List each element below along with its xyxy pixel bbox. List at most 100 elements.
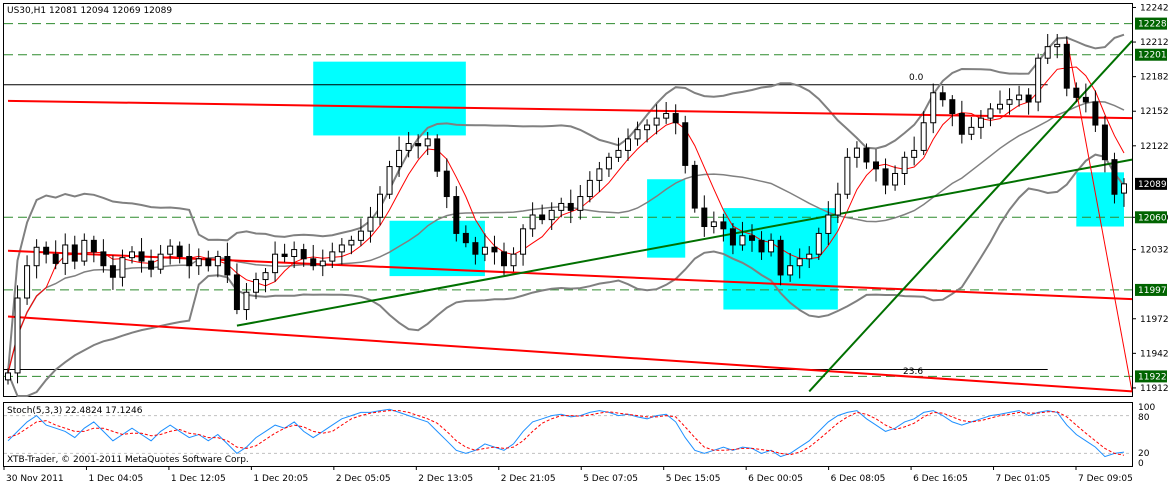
x-tick-label-6: 2 Dec 21:05 bbox=[501, 474, 556, 484]
candle-body-113 bbox=[1082, 96, 1089, 103]
price-tag-bg-2 bbox=[1135, 177, 1167, 190]
candle-body-112 bbox=[1073, 87, 1080, 98]
candle-body-7 bbox=[71, 244, 78, 262]
candle-body-102 bbox=[977, 117, 984, 128]
candle-body-50 bbox=[481, 246, 488, 255]
x-tick-label-11: 6 Dec 16:05 bbox=[913, 474, 968, 484]
bollinger-upper bbox=[7, 33, 1125, 373]
candle-body-23 bbox=[224, 255, 231, 276]
x-tick-label-4: 2 Dec 05:05 bbox=[336, 474, 391, 484]
candle-body-20 bbox=[195, 258, 202, 267]
candle-body-117 bbox=[1121, 183, 1127, 194]
candle-body-27 bbox=[262, 272, 269, 281]
candle-body-100 bbox=[958, 113, 965, 135]
candle-body-35 bbox=[338, 244, 345, 253]
candle-body-25 bbox=[243, 291, 250, 311]
candle-body-91 bbox=[873, 161, 879, 170]
candle-body-6 bbox=[62, 244, 69, 264]
price-tag-1: 12201 bbox=[1138, 51, 1167, 61]
candle-body-85 bbox=[815, 232, 822, 255]
candle-body-74 bbox=[710, 221, 717, 228]
candle-body-101 bbox=[968, 126, 975, 135]
candle-body-11 bbox=[109, 265, 116, 278]
y-tick-label-9: 11912 bbox=[1140, 384, 1169, 394]
symbol-header: US30,H1 12081 12094 12069 12089 bbox=[7, 6, 172, 16]
price-tag-bg-3 bbox=[1135, 211, 1167, 224]
candle-body-42 bbox=[405, 143, 412, 151]
stoch-frame bbox=[3, 402, 1133, 467]
candle-body-49 bbox=[472, 242, 479, 255]
price-tag-2: 12089 bbox=[1138, 180, 1167, 190]
candle-body-47 bbox=[453, 196, 460, 234]
stoch-level-80: 80 bbox=[1138, 413, 1150, 423]
candle-body-59 bbox=[567, 202, 574, 211]
candle-body-17 bbox=[167, 245, 174, 255]
candle-body-66 bbox=[634, 129, 641, 140]
x-tick-label-5: 2 Dec 13:05 bbox=[418, 474, 473, 484]
candle-body-56 bbox=[539, 214, 546, 221]
fib-label-top: 0.0 bbox=[909, 73, 924, 83]
candle-body-38 bbox=[367, 216, 374, 232]
candle-body-84 bbox=[806, 253, 813, 260]
price-tag-bg-1 bbox=[1135, 48, 1167, 61]
chart-frame bbox=[3, 3, 1133, 397]
x-tick-label-2: 1 Dec 12:05 bbox=[171, 474, 226, 484]
candle-body-29 bbox=[281, 253, 288, 257]
candle-body-92 bbox=[882, 168, 889, 186]
candle-body-3 bbox=[33, 246, 40, 267]
y-tick-label-4: 12122 bbox=[1140, 142, 1169, 152]
candle-body-87 bbox=[834, 193, 841, 216]
candle-body-55 bbox=[529, 214, 536, 230]
candle-body-69 bbox=[663, 113, 670, 119]
y-tick-label-7: 11972 bbox=[1140, 315, 1169, 325]
x-tick-label-3: 1 Dec 20:05 bbox=[253, 474, 308, 484]
x-tick-label-7: 5 Dec 07:05 bbox=[583, 474, 638, 484]
x-tick-label-1: 1 Dec 04:05 bbox=[88, 474, 143, 484]
candle-body-115 bbox=[1101, 124, 1108, 161]
candle-body-44 bbox=[424, 138, 431, 147]
candle-body-83 bbox=[796, 258, 803, 267]
candle-body-48 bbox=[462, 232, 469, 244]
candle-body-36 bbox=[348, 239, 355, 246]
candle-body-2 bbox=[24, 265, 31, 299]
candle-body-78 bbox=[749, 235, 755, 241]
candle-body-18 bbox=[176, 245, 183, 257]
candle-body-86 bbox=[825, 214, 832, 234]
candle-body-40 bbox=[386, 166, 393, 195]
candle-body-12 bbox=[119, 257, 126, 278]
candle-body-90 bbox=[863, 147, 870, 163]
moving-average bbox=[7, 66, 1125, 374]
candle-body-1 bbox=[14, 297, 21, 374]
candle-body-104 bbox=[997, 103, 1003, 110]
x-tick-label-10: 6 Dec 08:05 bbox=[831, 474, 886, 484]
candle-body-62 bbox=[596, 168, 603, 181]
y-tick-label-0: 12242 bbox=[1140, 3, 1169, 13]
price-tag-bg-0 bbox=[1135, 17, 1167, 30]
trend-line-3 bbox=[236, 158, 1133, 327]
candle-body-53 bbox=[510, 253, 517, 267]
candle-body-45 bbox=[434, 138, 441, 172]
candle-body-10 bbox=[100, 251, 107, 267]
candle-body-94 bbox=[901, 156, 908, 174]
candle-body-57 bbox=[548, 209, 555, 221]
candle-body-9 bbox=[90, 239, 97, 253]
candle-body-58 bbox=[558, 202, 565, 211]
candle-body-110 bbox=[1054, 43, 1061, 48]
candle-body-24 bbox=[233, 274, 240, 311]
candle-body-34 bbox=[329, 251, 336, 262]
candle-body-116 bbox=[1111, 159, 1118, 195]
candle-body-32 bbox=[310, 258, 317, 267]
price-tag-bg-5 bbox=[1135, 370, 1167, 383]
candle-body-70 bbox=[672, 113, 679, 124]
candle-body-99 bbox=[949, 99, 956, 115]
candle-body-39 bbox=[377, 193, 383, 218]
candle-body-77 bbox=[739, 235, 746, 246]
candle-body-95 bbox=[911, 149, 918, 158]
copyright-footer: XTB-Trader, © 2001-2011 MetaQuotes Softw… bbox=[7, 455, 249, 465]
price-tag-3: 12060 bbox=[1138, 213, 1167, 223]
candle-body-63 bbox=[605, 156, 612, 170]
y-tick-label-1: 12212 bbox=[1140, 38, 1169, 48]
candle-body-46 bbox=[443, 170, 450, 198]
